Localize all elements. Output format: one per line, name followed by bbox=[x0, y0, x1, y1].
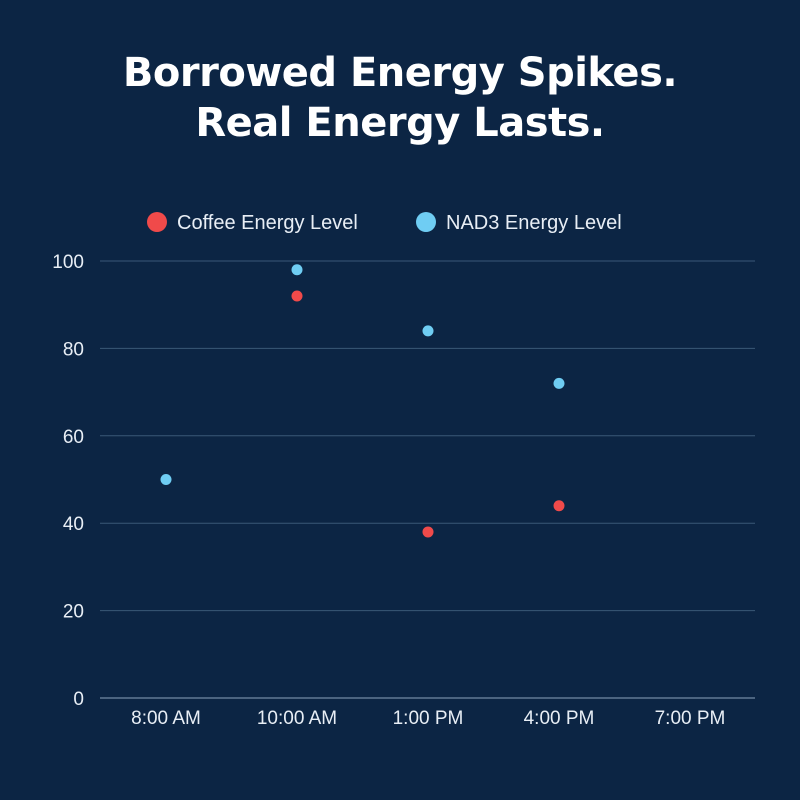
x-tick-label: 7:00 PM bbox=[655, 708, 726, 729]
chart-title: Borrowed Energy Spikes. Real Energy Last… bbox=[0, 48, 800, 148]
title-line-2: Real Energy Lasts. bbox=[195, 100, 605, 146]
y-axis-ticks: 0 20 40 60 80 100 bbox=[52, 252, 84, 710]
legend-label-1: NAD3 Energy Level bbox=[446, 212, 622, 234]
gridlines bbox=[100, 260, 755, 699]
data-point bbox=[291, 264, 303, 276]
x-tick-label: 8:00 AM bbox=[131, 708, 201, 729]
x-tick-label: 4:00 PM bbox=[524, 708, 595, 729]
y-tick-label: 60 bbox=[63, 427, 84, 448]
x-axis-ticks: 8:00 AM 10:00 AM 1:00 PM 4:00 PM 7:00 PM bbox=[131, 708, 725, 729]
legend-marker-0 bbox=[147, 212, 167, 232]
data-point bbox=[553, 377, 565, 389]
data-point bbox=[291, 290, 303, 302]
data-point bbox=[422, 325, 434, 337]
y-tick-label: 20 bbox=[63, 602, 84, 623]
title-line-1: Borrowed Energy Spikes. bbox=[122, 50, 678, 96]
y-tick-label: 40 bbox=[63, 514, 84, 535]
y-tick-label: 0 bbox=[73, 689, 84, 710]
x-tick-label: 1:00 PM bbox=[393, 708, 464, 729]
legend-label-0: Coffee Energy Level bbox=[177, 212, 358, 234]
x-tick-label: 10:00 AM bbox=[257, 708, 337, 729]
y-tick-label: 80 bbox=[63, 339, 84, 360]
y-tick-label: 100 bbox=[52, 252, 84, 273]
data-points bbox=[160, 264, 565, 538]
data-point bbox=[553, 500, 565, 512]
data-point bbox=[160, 474, 172, 485]
legend: Coffee Energy Level NAD3 Energy Level bbox=[147, 212, 622, 234]
data-point bbox=[422, 526, 434, 538]
legend-marker-1 bbox=[416, 212, 436, 232]
